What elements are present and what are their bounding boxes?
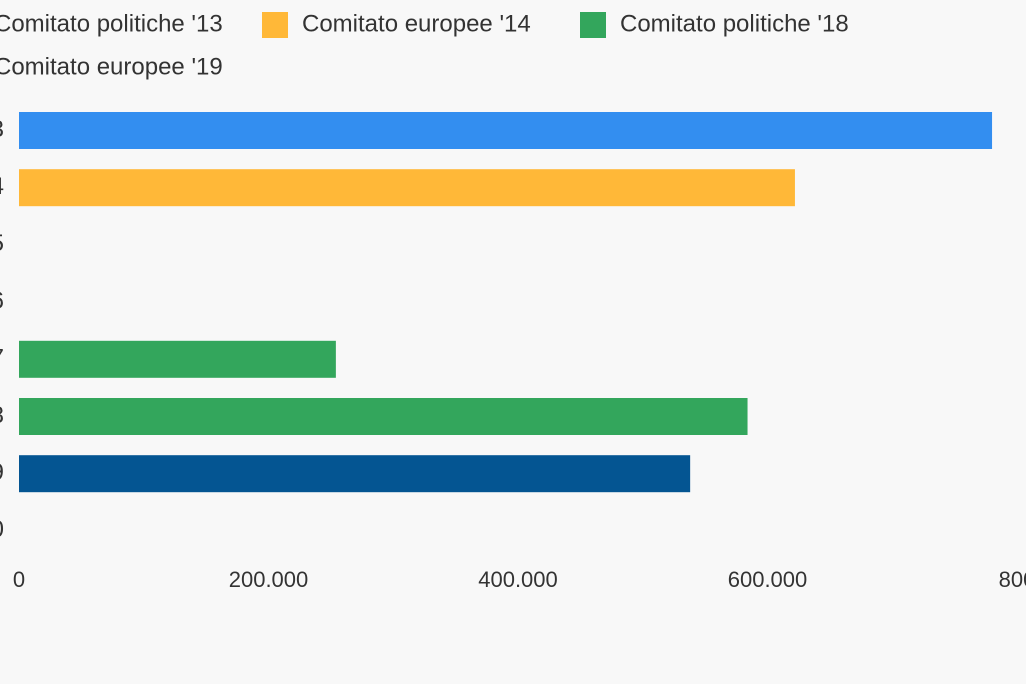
x-axis-ticks: 0 200.000 400.000 600.000 800 — [13, 567, 1026, 592]
y-axis-labels: 3 4 5 6 7 8 9 0 — [0, 116, 4, 543]
x-tick-label: 0 — [13, 567, 25, 592]
legend-label: Comitato politiche '13 — [0, 10, 223, 37]
legend: Comitato politiche '13 Comitato europee '… — [0, 10, 849, 80]
x-tick-label: 200.000 — [229, 567, 309, 592]
bar — [19, 455, 691, 493]
category-label: 3 — [0, 116, 4, 143]
category-label: 5 — [0, 230, 4, 257]
bar — [19, 340, 336, 378]
legend-swatch — [580, 12, 606, 38]
x-tick-label: 800 — [999, 567, 1026, 592]
x-tick-label: 400.000 — [478, 567, 558, 592]
legend-label: Comitato politiche '18 — [620, 10, 849, 37]
bar — [19, 169, 795, 207]
category-label: 7 — [0, 345, 4, 372]
legend-label: Comitato europee '14 — [302, 10, 531, 37]
bar — [19, 398, 748, 435]
legend-label: Comitato europee '19 — [0, 53, 223, 80]
bar — [19, 112, 993, 149]
category-label: 9 — [0, 459, 4, 486]
x-tick-label: 600.000 — [728, 567, 808, 592]
category-label: 0 — [0, 516, 4, 543]
category-label: 6 — [0, 287, 4, 314]
category-label: 4 — [0, 173, 4, 200]
bars — [19, 112, 993, 493]
category-label: 8 — [0, 402, 4, 429]
legend-swatch — [262, 12, 288, 38]
